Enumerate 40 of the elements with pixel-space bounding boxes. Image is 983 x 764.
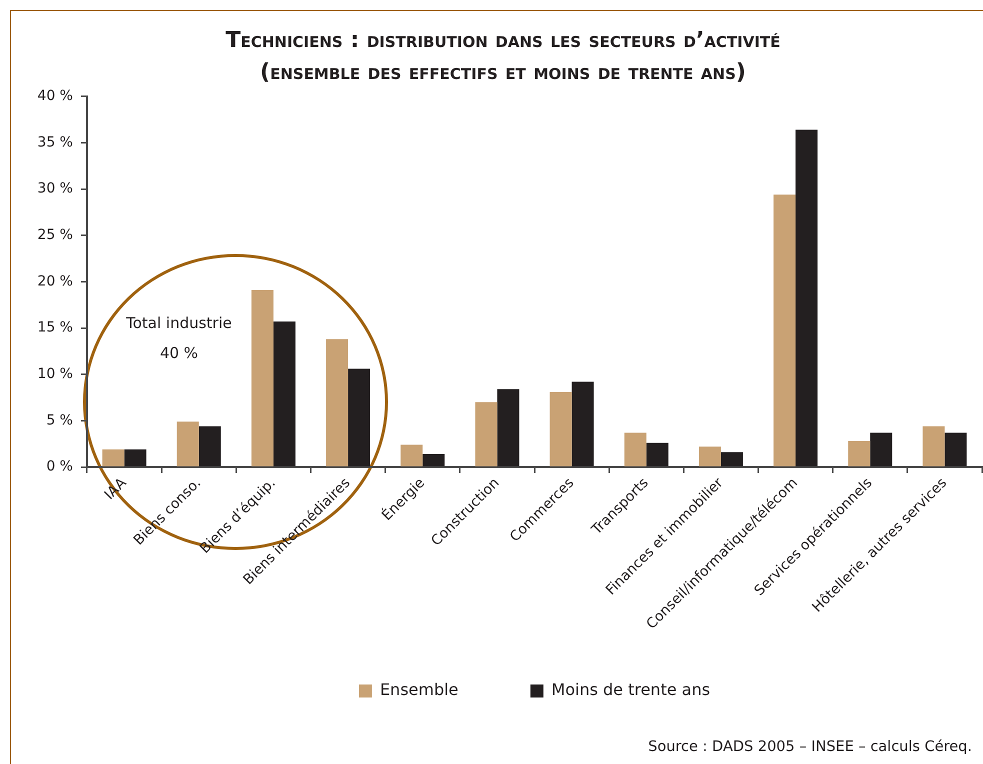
bar bbox=[102, 449, 124, 466]
y-tick-label: 40 % bbox=[37, 88, 73, 104]
bar bbox=[922, 426, 945, 466]
x-tick-label: IAA bbox=[102, 474, 130, 504]
bar bbox=[273, 322, 296, 466]
legend-label: Moins de trente ans bbox=[551, 680, 710, 700]
source-note: Source : DADS 2005 – INSEE – calculs Céreq. bbox=[648, 738, 972, 757]
bar bbox=[870, 432, 892, 466]
y-tick-label: 30 % bbox=[37, 180, 73, 197]
bar bbox=[720, 452, 743, 466]
bar bbox=[497, 389, 520, 466]
chart-subtitle: (ensemble des effectifs et moins de trente ans) bbox=[259, 59, 747, 87]
bar bbox=[326, 339, 348, 466]
bar bbox=[698, 446, 721, 466]
bar bbox=[646, 442, 668, 466]
bar bbox=[475, 402, 498, 466]
annotation: Total industrie 40 % bbox=[125, 313, 233, 364]
y-tick-label: 0 % bbox=[46, 458, 73, 475]
bar bbox=[774, 194, 796, 466]
bar bbox=[624, 432, 646, 466]
bar bbox=[176, 422, 199, 466]
bar bbox=[572, 382, 594, 466]
y-tick-label: 25 % bbox=[37, 227, 73, 244]
bar bbox=[348, 368, 370, 466]
y-tick-label: 15 % bbox=[37, 320, 73, 336]
bar bbox=[400, 444, 423, 466]
y-tick-label: 20 % bbox=[37, 273, 73, 290]
bar bbox=[251, 290, 274, 466]
bar bbox=[124, 449, 146, 466]
bar bbox=[550, 392, 572, 466]
bar bbox=[198, 426, 221, 466]
y-tick-label: 35 % bbox=[37, 134, 73, 150]
y-tick-label: 10 % bbox=[37, 366, 73, 382]
legend-label: Ensemble bbox=[380, 680, 458, 700]
bar bbox=[944, 432, 967, 466]
bar bbox=[796, 130, 818, 466]
chart-title: Techniciens : distribution dans les secteurs d’activité bbox=[224, 27, 782, 55]
y-tick-label: 5 % bbox=[46, 412, 73, 428]
bar bbox=[848, 441, 870, 466]
bar bbox=[422, 454, 445, 466]
